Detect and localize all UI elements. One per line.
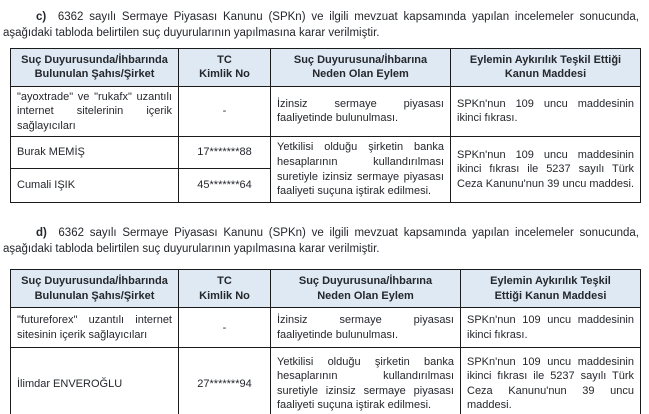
col-header-tc: TC Kimlik No <box>178 47 271 87</box>
col-header-line: Kimlik No <box>199 289 250 302</box>
section-d-intro: d) 6362 sayılı Sermaye Piyasası Kanunu (… <box>3 225 639 258</box>
section-c-label: c) <box>36 11 47 23</box>
col-header-kanun: Eylemin Aykırılık Teşkil Ettiği Kanun Mad… <box>450 47 641 87</box>
cell-person: "ayoxtrade" ve "rukafx" uzantılı interne… <box>10 85 179 138</box>
table-d-header-row: Suç Duyurusunda/İhbarında Bulunulan Şahıs… <box>10 269 641 309</box>
col-header-line: Suç Duyurusuna/İhbarına <box>298 275 433 288</box>
col-header-eylem: Suç Duyurusuna/İhbarına Neden Olan Eylem <box>270 47 451 87</box>
col-header-sahis: Suç Duyurusunda/İhbarında Bulunulan Şahıs… <box>10 269 179 309</box>
table-row: "futureforex" uzantılı internet sitesini… <box>10 307 641 349</box>
cell-eylem: İzinsiz sermaye piyasası faaliyetinde bu… <box>270 307 461 349</box>
cell-eylem: Yetkilisi olduğu şirketin banka hesaplar… <box>270 136 451 203</box>
col-header-line: Suç Duyurusuna/İhbarına <box>293 53 428 66</box>
col-header-sahis: Suç Duyurusunda/İhbarında Bulunulan Şahıs… <box>10 47 179 87</box>
col-header-tc: TC Kimlik No <box>178 269 271 309</box>
cell-tc-no: 17*******88 <box>178 136 271 169</box>
col-header-line: Kanun Maddesi <box>504 68 587 81</box>
col-header-line: Suç Duyurusunda/İhbarında <box>21 53 168 66</box>
col-header-line: TC <box>217 53 232 66</box>
col-header-kanun: Eylemin Aykırılık Teşkil Ettiği Kanun Mad… <box>460 269 641 309</box>
col-header-line: TC <box>217 275 232 288</box>
table-row: İlimdar ENVEROĞLU 27*******94 Yetkilisi … <box>10 347 641 414</box>
table-row: Cumali IŞIK 45*******64 <box>10 168 641 203</box>
col-header-line: Bulunulan Şahıs/Şirket <box>34 289 155 302</box>
cell-person: Cumali IŞIK <box>10 168 179 203</box>
section-c-intro-text: 6362 sayılı Sermaye Piyasası Kanunu (SPK… <box>3 11 639 40</box>
col-header-line: Kimlik No <box>199 68 250 81</box>
crime-report-table-c: Suç Duyurusunda/İhbarında Bulunulan Şahıs… <box>10 47 641 203</box>
table-c-header-row: Suç Duyurusunda/İhbarında Bulunulan Şahıs… <box>10 47 641 87</box>
col-header-line: Neden Olan Eylem <box>317 289 414 302</box>
crime-report-table-d: Suç Duyurusunda/İhbarında Bulunulan Şahıs… <box>10 269 641 414</box>
col-header-line: Ettiği Kanun Maddesi <box>494 289 607 302</box>
section-d-intro-text: 6362 sayılı Sermaye Piyasası Kanunu (SPK… <box>3 226 640 256</box>
col-header-line: Eylemin Aykırılık Teşkil <box>490 275 611 288</box>
cell-person: Burak MEMİŞ <box>10 136 179 169</box>
cell-kanun: SPKn'nun 109 uncu maddesinin ikinci fıkr… <box>450 85 641 138</box>
cell-eylem: İzinsiz sermaye piyasası faaliyetinde bu… <box>270 85 451 138</box>
cell-tc-no: - <box>178 307 271 349</box>
cell-tc-no: 27*******94 <box>178 347 271 414</box>
col-header-line: Suç Duyurusunda/İhbarında <box>21 275 168 288</box>
col-header-line: Neden Olan Eylem <box>312 68 409 81</box>
table-row: Burak MEMİŞ 17*******88 Yetkilisi olduğu… <box>10 136 641 203</box>
col-header-line: Bulunulan Şahıs/Şirket <box>34 68 155 81</box>
col-header-eylem: Suç Duyurusuna/İhbarına Neden Olan Eylem <box>270 269 461 309</box>
cell-eylem: Yetkilisi olduğu şirketin banka hesaplar… <box>270 347 461 414</box>
cell-tc-no: - <box>178 85 271 138</box>
cell-tc-no: 45*******64 <box>178 168 271 203</box>
cell-kanun: SPKn'nun 109 uncu maddesinin ikinci fıkr… <box>450 136 641 203</box>
section-c-intro: c) 6362 sayılı Sermaye Piyasası Kanunu (… <box>3 9 639 42</box>
cell-kanun: SPKn'nun 109 uncu maddesinin ikinci fıkr… <box>460 347 641 414</box>
table-row: "ayoxtrade" ve "rukafx" uzantılı interne… <box>10 85 641 138</box>
cell-kanun: SPKn'nun 109 uncu maddesinin ikinci fıkr… <box>460 307 641 349</box>
cell-person: İlimdar ENVEROĞLU <box>10 347 179 414</box>
cell-person: "futureforex" uzantılı internet sitesini… <box>10 307 179 349</box>
col-header-line: Eylemin Aykırılık Teşkil Ettiği <box>469 53 622 66</box>
section-d-label: d) <box>36 226 47 239</box>
